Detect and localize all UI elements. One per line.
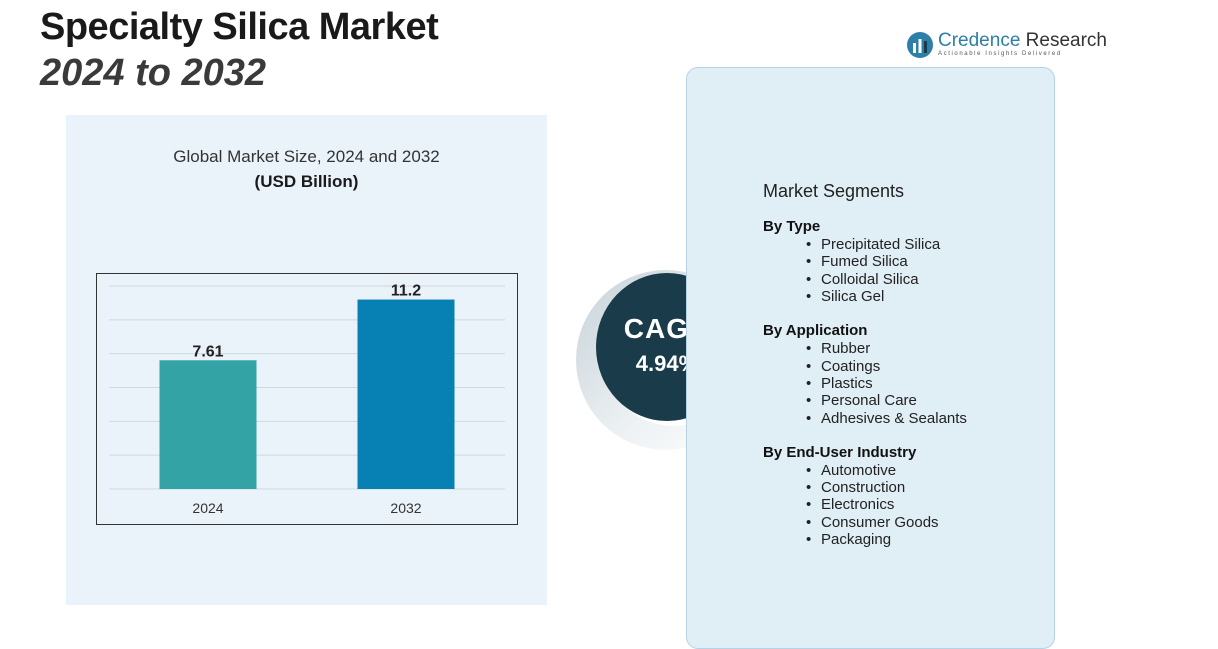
logo-brand-part1: Credence <box>938 30 1021 51</box>
segment-item-label: Automotive <box>821 462 897 479</box>
segment-item: • Silica Gel <box>806 288 885 305</box>
segment-item: • Fumed Silica <box>806 253 908 270</box>
chart-panel: Global Market Size, 2024 and 2032 (USD B… <box>66 115 547 605</box>
logo-brand: Credence Research <box>938 30 1107 52</box>
segment-group-title: By Application <box>763 322 868 339</box>
segment-item: • Packaging <box>806 531 892 548</box>
logo-tagline: Actionable Insights Delivered <box>938 51 1062 57</box>
chart-title: Global Market Size, 2024 and 2032 <box>173 147 440 166</box>
x-tick-label-2032: 2032 <box>390 500 421 516</box>
segment-item-label: Colloidal Silica <box>821 271 919 288</box>
segment-group-title: By Type <box>763 218 821 235</box>
segment-item: • Personal Care <box>806 392 917 409</box>
bar-chart: 7.61 2024 11.2 2032 <box>109 283 505 516</box>
segment-item-label: Construction <box>821 479 906 496</box>
segment-item-label: Silica Gel <box>821 288 885 305</box>
x-tick-label-2024: 2024 <box>192 500 223 516</box>
chart-unit-label: (USD Billion) <box>254 172 359 191</box>
segment-item-label: Rubber <box>821 340 871 357</box>
segment-item: • Electronics <box>806 496 895 513</box>
logo-brand-part2: Research <box>1025 30 1107 51</box>
credence-research-logo: Credence Research Actionable Insights De… <box>906 30 1107 62</box>
data-label-2032: 11.2 <box>391 283 421 300</box>
segment-item: • Coatings <box>806 358 881 375</box>
segment-item-label: Adhesives & Sealants <box>821 410 967 427</box>
segment-item: • Automotive <box>806 462 897 479</box>
data-label-2024: 7.61 <box>192 343 223 360</box>
segment-item: • Plastics <box>806 375 873 392</box>
segment-item-label: Plastics <box>821 375 873 392</box>
segment-item-label: Precipitated Silica <box>821 236 941 253</box>
page-title: Specialty Silica Market <box>40 6 439 48</box>
page-subtitle: 2024 to 2032 <box>40 52 267 94</box>
segment-item-label: Consumer Goods <box>821 514 939 531</box>
segment-item: • Rubber <box>806 340 871 357</box>
segment-item-label: Personal Care <box>821 392 917 409</box>
segment-item: • Adhesives & Sealants <box>806 410 967 427</box>
segment-item: • Construction <box>806 479 906 496</box>
segment-group-title: By End-User Industry <box>763 444 917 461</box>
segment-item-label: Coatings <box>821 358 881 375</box>
segments-panel <box>686 67 1055 649</box>
logo-mark-icon <box>907 32 933 58</box>
plot-frame: 7.61 2024 11.2 2032 <box>96 273 518 525</box>
segment-item-label: Electronics <box>821 496 895 513</box>
segment-item: • Consumer Goods <box>806 514 939 531</box>
segments-title: Market Segments <box>763 181 905 201</box>
segment-item: • Precipitated Silica <box>806 236 941 253</box>
segment-item: • Colloidal Silica <box>806 271 919 288</box>
segment-item-label: Packaging <box>821 531 892 548</box>
bar-2032 <box>357 299 455 489</box>
segment-item-label: Fumed Silica <box>821 253 908 270</box>
bar-2024 <box>159 360 257 489</box>
